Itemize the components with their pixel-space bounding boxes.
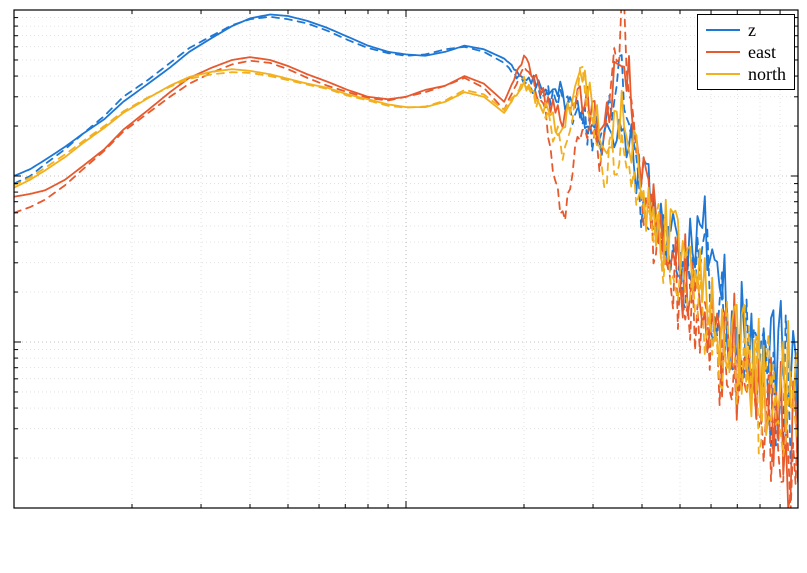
legend-item-east: east [706,41,786,63]
legend-label: z [748,20,756,41]
legend-item-north: north [706,63,786,85]
legend-label: east [748,42,776,63]
line-chart [0,0,807,573]
legend-item-z: z [706,19,786,41]
legend: zeastnorth [697,14,795,90]
legend-swatch [706,73,740,75]
legend-swatch [706,29,740,31]
legend-swatch [706,51,740,53]
legend-label: north [748,64,786,85]
chart-container: zeastnorth [0,0,807,573]
